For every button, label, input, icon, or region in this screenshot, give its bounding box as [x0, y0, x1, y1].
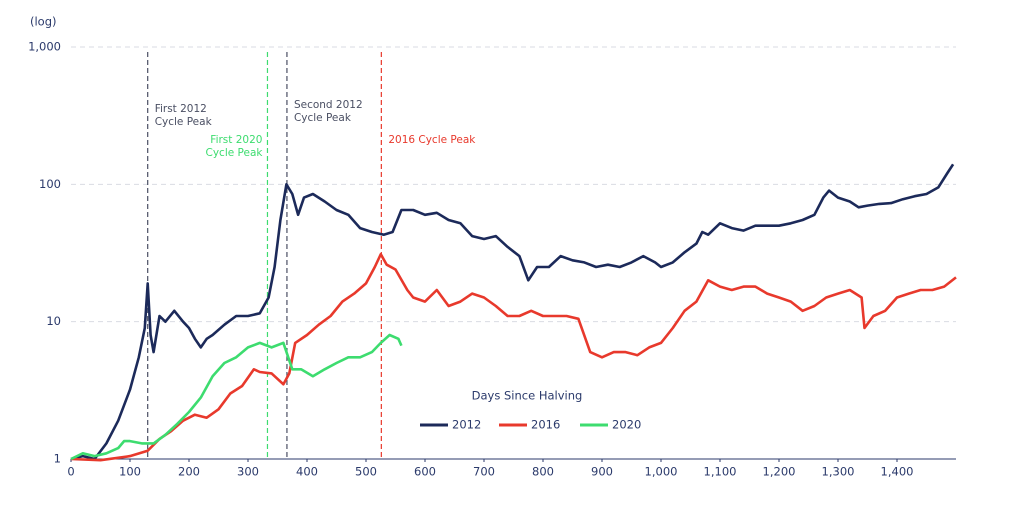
series-line	[70, 333, 403, 461]
x-tick-label: 700	[473, 465, 495, 479]
annotation-text: First 2020	[210, 134, 262, 146]
annotation-text: Cycle Peak	[294, 112, 352, 124]
y-tick-label: 1	[54, 452, 61, 466]
x-tick-label: 1,100	[704, 465, 737, 479]
y-axis-label: (log)	[30, 15, 57, 29]
x-tick-label: 100	[119, 465, 141, 479]
x-axis-label: Days Since Halving	[472, 389, 583, 403]
x-tick-label: 500	[355, 465, 377, 479]
legend-label: 2012	[452, 418, 481, 432]
x-tick-label: 200	[178, 465, 200, 479]
y-tick-label: 1,000	[28, 40, 61, 54]
annotation-text: Second 2012	[294, 99, 363, 111]
series-line	[70, 163, 955, 461]
annotation-text: 2016 Cycle Peak	[388, 134, 476, 146]
y-tick-label: 100	[39, 177, 61, 191]
x-tick-label: 1,300	[822, 465, 855, 479]
legend-label: 2016	[531, 418, 560, 432]
x-tick-label: 400	[296, 465, 318, 479]
y-tick-label: 10	[46, 314, 61, 328]
x-tick-label: 1,400	[881, 465, 914, 479]
legend: 2012 2016 2020	[420, 418, 641, 432]
x-tick-label: 1,000	[645, 465, 678, 479]
x-tick-label: 0	[67, 465, 74, 479]
x-tick-label: 800	[532, 465, 554, 479]
annotation-text: Cycle Peak	[206, 147, 264, 159]
x-tick-label: 1,200	[763, 465, 796, 479]
annotation-text: First 2012	[155, 103, 207, 115]
series-line	[70, 252, 957, 462]
x-tick-label: 600	[414, 465, 436, 479]
x-tick-label: 300	[237, 465, 259, 479]
legend-label: 2020	[612, 418, 641, 432]
annotation-text: Cycle Peak	[155, 116, 213, 128]
x-tick-label: 900	[591, 465, 613, 479]
